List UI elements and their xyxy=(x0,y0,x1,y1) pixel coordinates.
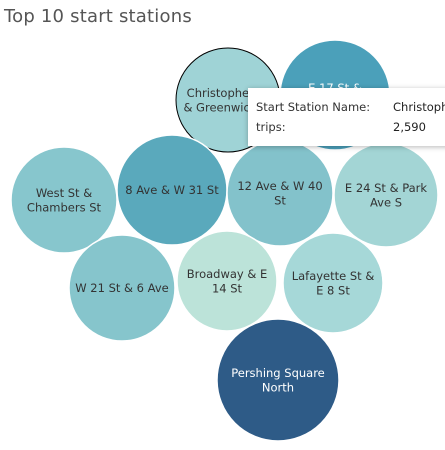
bubble-label-line: Pershing Square xyxy=(231,366,325,380)
tooltip-station-label: Start Station Name: xyxy=(256,100,371,114)
bubble-label: 12 Ave & W 40 St xyxy=(237,179,322,208)
bubble-label: Broadway & E 14 St xyxy=(187,267,268,296)
bubble-circle[interactable] xyxy=(282,232,384,334)
bubble-label-line: North xyxy=(262,380,294,394)
bubble-8-ave-and-w-31-st[interactable]: 8 Ave & W 31 St xyxy=(116,134,228,246)
bubble-label-line: 8 Ave & W 31 St xyxy=(125,183,219,197)
bubble-circle[interactable] xyxy=(216,318,340,442)
bubble-circle[interactable] xyxy=(10,146,118,254)
bubble-label-line: 12 Ave & W 40 xyxy=(237,179,322,193)
bubble-label: 8 Ave & W 31 St xyxy=(125,183,219,197)
bubble-label-line: W 21 St & 6 Ave xyxy=(75,281,168,295)
bubble-circle[interactable] xyxy=(176,230,278,332)
bubble-label-line: E 24 St & Park xyxy=(345,181,427,195)
bubble-w-21-st-and-6-ave[interactable]: W 21 St & 6 Ave xyxy=(68,234,176,342)
bubble-e-24-st-and-park-ave-s[interactable]: E 24 St & Park Ave S xyxy=(333,142,439,248)
bubble-label: W 21 St & 6 Ave xyxy=(75,281,168,295)
bubble-label-line: 14 St xyxy=(212,281,243,295)
bubble-label: Lafayette St & E 8 St xyxy=(292,269,375,298)
tooltip-row-station: Start Station Name: Christopher St & Gre… xyxy=(256,100,445,114)
bubble-label-line: Chambers St xyxy=(27,200,102,214)
bubble-label-line: West St & xyxy=(36,186,92,200)
tooltip: Start Station Name: Christopher St & Gre… xyxy=(248,88,445,146)
bubble-label-line: Lafayette St & xyxy=(292,269,375,283)
bubble-label-line: St xyxy=(274,193,286,207)
tooltip-row-trips: trips: 2,590 xyxy=(256,120,426,134)
chart-title: Top 10 start stations xyxy=(4,6,192,27)
bubble-12-ave-and-w-40-st[interactable]: 12 Ave & W 40 St xyxy=(226,139,334,247)
bubble-label: West St & Chambers St xyxy=(27,186,102,215)
tooltip-trips-label: trips: xyxy=(256,120,286,134)
bubble-label-line: E 8 St xyxy=(316,283,350,297)
bubble-pershing-square-north[interactable]: Pershing Square North xyxy=(216,318,340,442)
tooltip-trips-value: 2,590 xyxy=(393,120,426,134)
bubble-label: E 24 St & Park Ave S xyxy=(345,181,427,210)
bubble-west-st-and-chambers-st[interactable]: West St & Chambers St xyxy=(10,146,118,254)
bubble-broadway-and-e-14-st[interactable]: Broadway & E 14 St xyxy=(176,230,278,332)
bubble-label: Pershing Square North xyxy=(231,366,325,395)
bubble-label-line: Broadway & E xyxy=(187,267,268,281)
bubble-lafayette-st-and-e-8-st[interactable]: Lafayette St & E 8 St xyxy=(282,232,384,334)
tooltip-station-value: Christopher St & Greenwich St xyxy=(393,100,445,114)
bubble-label-line: Ave S xyxy=(370,195,402,209)
bubble-circle[interactable] xyxy=(68,234,176,342)
